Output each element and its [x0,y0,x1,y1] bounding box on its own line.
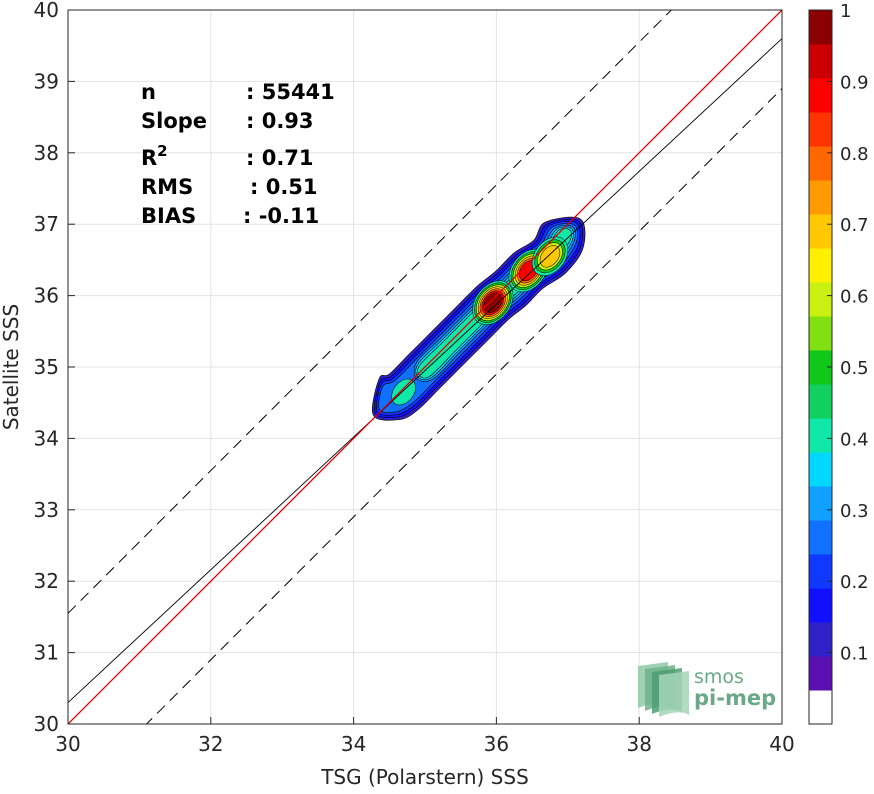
grid [67,9,783,725]
colorbar-tick-label: 0.4 [840,429,869,450]
regression-line [68,38,782,703]
y-tick-label: 30 [34,712,59,736]
stat-value-text: -0.11 [259,204,320,228]
colorbar-level [809,384,832,419]
x-axis-ticks: 30 32 34 36 38 40 [55,717,795,756]
stat-label: n [141,80,156,104]
stat-value-text: 0.51 [266,175,318,199]
stat-label-text: n [141,80,156,104]
bound-dashed-line [68,10,673,614]
y-axis-label: Satellite SSS [0,304,23,430]
stat-value-text: 55441 [262,80,335,104]
colorbar-tick-label: 1 [840,1,851,22]
stat-value: : 55441 [246,80,335,104]
y-tick-label: 31 [34,641,59,665]
colorbar-level [809,282,832,317]
colorbar-level [809,350,832,385]
stat-label: BIAS [141,204,196,228]
y-tick-label: 40 [34,0,59,22]
stat-separator: : [250,175,266,199]
stat-separator: : [243,204,259,228]
stat-value: : 0.51 [250,175,318,199]
colorbar-level [809,622,832,657]
colorbar-level [809,180,832,215]
density-contours [372,216,586,421]
colorbar-level [809,44,832,79]
identity-line [68,10,782,724]
colorbar-level [809,214,832,249]
stat-label-text: Slope [141,109,207,133]
stat-separator: : [246,80,262,104]
bound-dashed-line [145,88,782,724]
colorbar-level [809,146,832,181]
y-tick-label: 35 [34,355,59,379]
x-tick-label: 38 [626,732,651,756]
colorbar-level [809,112,832,147]
y-tick-label: 32 [34,569,59,593]
stat-label-superscript: 2 [157,142,167,160]
colorbar-level [809,588,832,623]
stat-separator: : [246,109,262,133]
colorbar-tick-label: 0.9 [840,72,869,93]
y-tick-label: 33 [34,498,59,522]
colorbar-level [809,10,832,45]
colorbar-level [809,316,832,351]
colorbar-tick-label: 0.1 [840,644,869,665]
stat-label-text: R [141,146,157,170]
colorbar-tick-label: 0.6 [840,287,869,308]
y-tick-label: 39 [34,69,59,93]
y-tick-label: 36 [34,284,59,308]
colorbar-level [809,554,832,589]
colorbar-tick-label: 0.8 [840,144,869,165]
logo-mark-layer [659,671,689,717]
colorbar-level [809,486,832,521]
stat-label: R2 [141,142,168,170]
stat-label-text: RMS [141,175,193,199]
colorbar-tick-label: 0.2 [840,572,869,593]
colorbar-level [809,418,832,453]
y-tick-label: 38 [34,141,59,165]
colorbar-tick-label: 0.7 [840,215,869,236]
logo-text-smos: smos [694,666,744,688]
contour-peak [539,245,561,268]
stat-value-text: 0.71 [262,146,314,170]
x-tick-label: 36 [484,732,509,756]
stat-value-text: 0.93 [262,109,314,133]
stat-value: : -0.11 [243,204,319,228]
stat-separator: : [246,146,262,170]
logo-text-pimep: pi-mep [694,686,776,710]
colorbar-tick-label: 0.3 [840,501,869,522]
stat-value: : 0.93 [246,109,314,133]
y-axis-ticks: 30 31 32 33 34 35 36 37 38 39 40 [34,0,75,736]
reference-lines [68,10,782,724]
x-tick-label: 32 [198,732,223,756]
colorbar-level [809,690,832,725]
colorbar-tick-label: 0.5 [840,358,869,379]
stat-label: RMS [141,175,193,199]
y-tick-label: 34 [34,426,59,450]
stat-label: Slope [141,109,207,133]
x-axis-label: TSG (Polarstern) SSS [320,765,529,789]
colorbar-level [809,248,832,283]
stat-label-text: BIAS [141,204,196,228]
colorbar-level [809,78,832,113]
stat-value: : 0.71 [246,146,314,170]
colorbar: 0.1 0.2 0.3 0.4 0.5 0.6 0.7 0.8 0.9 1 [808,1,869,725]
y-tick-label: 37 [34,212,59,236]
colorbar-level [809,656,832,691]
x-tick-label: 30 [55,732,80,756]
colorbar-level [809,520,832,555]
colorbar-level [809,452,832,487]
x-tick-label: 34 [341,732,366,756]
contour-peak [483,292,503,313]
x-tick-label: 40 [769,732,794,756]
